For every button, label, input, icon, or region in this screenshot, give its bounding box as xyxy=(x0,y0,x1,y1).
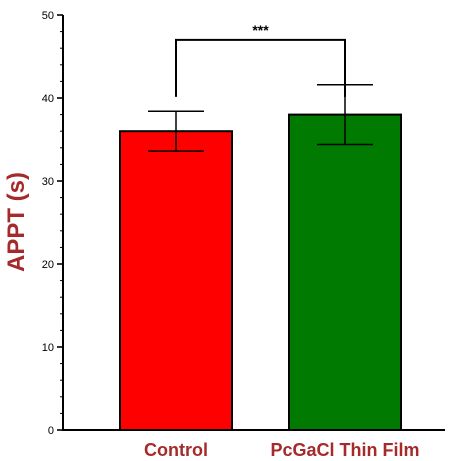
x-category-label: PcGaCl Thin Film xyxy=(270,440,419,460)
y-tick-label: 40 xyxy=(42,93,54,105)
significance-bracket xyxy=(175,38,346,97)
y-tick-label: 10 xyxy=(42,342,54,354)
y-axis-title: APPT (s) xyxy=(3,172,30,272)
bar xyxy=(119,130,233,431)
x-category-label: Control xyxy=(144,440,208,460)
plot-area: 0 10 20 30 40 50 Control PcGaCl Thin Film *** xyxy=(42,10,445,460)
y-tick-label: 50 xyxy=(42,10,54,22)
significance-label: *** xyxy=(252,22,269,38)
y-tick-label: 20 xyxy=(42,259,54,271)
y-tick-label: 30 xyxy=(42,176,54,188)
bar xyxy=(288,113,402,431)
y-tick-label: 0 xyxy=(48,425,54,437)
